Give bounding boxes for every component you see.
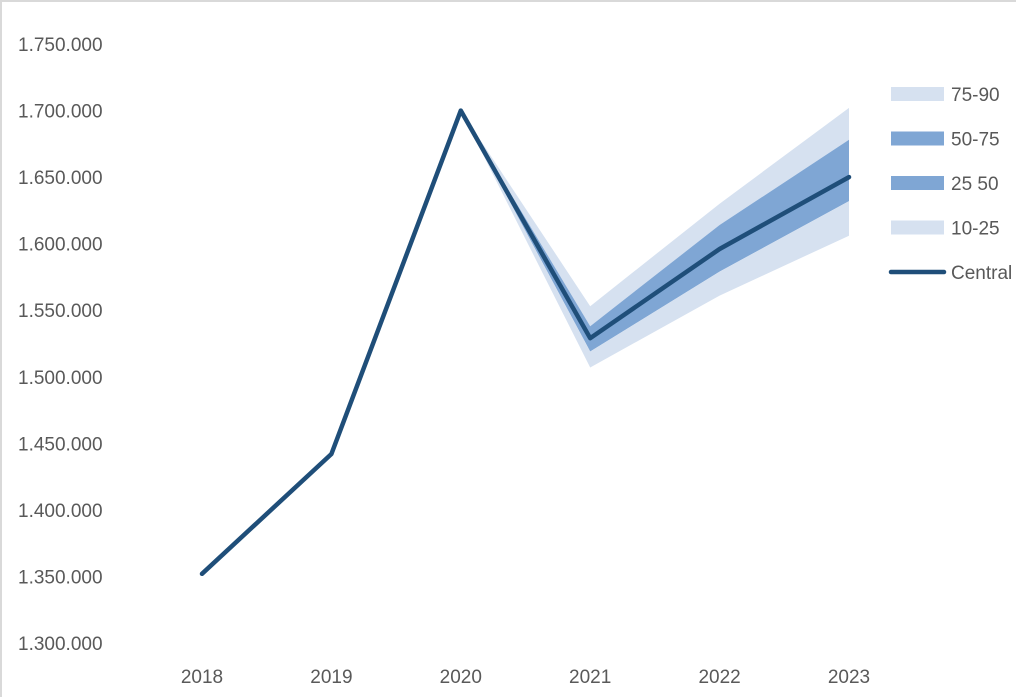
band-10-25	[460, 110, 849, 368]
y-tick-label: 1.550.000	[18, 301, 103, 322]
x-tick-label: 2023	[828, 667, 870, 688]
y-tick-label: 1.650.000	[18, 168, 103, 189]
y-tick-label: 1.500.000	[18, 368, 103, 389]
x-tick-label: 2019	[310, 667, 352, 688]
y-axis-ticks: 1.300.000 1.350.000 1.400.000 1.450.000 1.50…	[18, 35, 103, 655]
y-tick-label: 1.700.000	[18, 102, 103, 123]
y-tick-label: 1.400.000	[18, 501, 103, 522]
y-tick-label: 1.450.000	[18, 434, 103, 455]
band-25-50	[460, 110, 849, 352]
y-tick-label: 1.350.000	[18, 567, 103, 588]
legend-swatch-75-90	[891, 87, 944, 101]
x-axis-ticks: 2018 2019 2020 2021 2022 2023	[181, 667, 870, 688]
legend-label: 50-75	[951, 130, 1000, 151]
series-line-central	[199, 108, 852, 577]
legend-swatch-10-25	[891, 220, 944, 235]
legend-swatch-25-50	[891, 176, 944, 190]
y-tick-label: 1.300.000	[18, 634, 103, 655]
legend-label: 75-90	[951, 85, 1000, 106]
legend-label: 25 50	[951, 174, 999, 195]
legend-label: 10-25	[951, 219, 1000, 240]
y-tick-label: 1.600.000	[18, 235, 103, 256]
x-tick-label: 2022	[698, 667, 740, 688]
x-tick-label: 2018	[181, 667, 223, 688]
band-75-90	[460, 107, 849, 327]
legend: 75-90 50-75 25 50 10-25 Central	[888, 85, 1012, 284]
y-tick-label: 1.750.000	[18, 35, 103, 56]
legend-label: Central	[951, 263, 1012, 284]
fan-bands	[460, 107, 849, 368]
x-tick-label: 2020	[440, 667, 482, 688]
legend-swatch-50-75	[891, 131, 944, 146]
x-tick-label: 2021	[569, 667, 611, 688]
central-line-layer	[199, 108, 852, 577]
